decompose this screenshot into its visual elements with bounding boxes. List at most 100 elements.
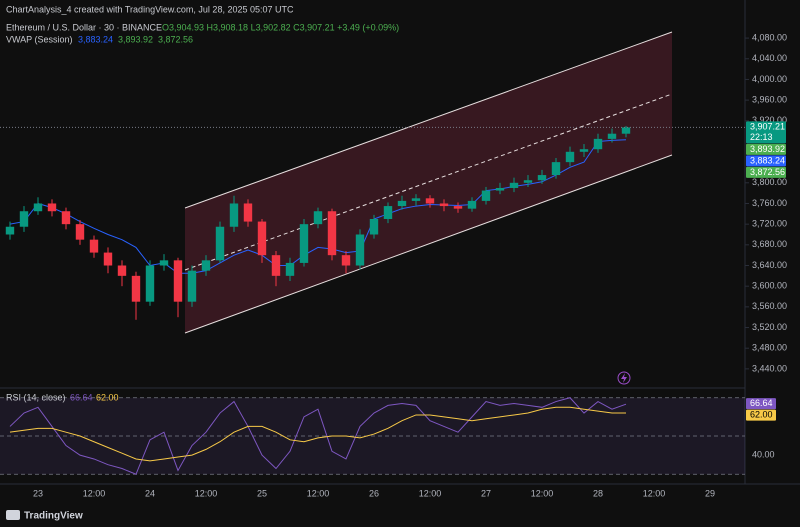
candle-body	[299, 224, 309, 263]
plot	[0, 125, 745, 475]
vwap-upper-value: 3,893.92	[118, 34, 153, 44]
rsi-label-box	[746, 409, 776, 421]
candle-body	[257, 221, 267, 256]
x-tick-label: 25	[257, 488, 267, 498]
rsi-label: 62.00	[750, 410, 773, 420]
brand: TradingView	[24, 511, 83, 522]
x-tick-label: 12:00	[83, 488, 106, 498]
x-tick-label: 23	[33, 488, 43, 498]
candle-body	[271, 255, 281, 276]
y-tick-label: 3,760.00	[752, 198, 787, 208]
candle-body	[47, 203, 57, 212]
price-label-box	[746, 155, 786, 167]
ohlc-legend: O3,904.93 H3,908.18 L3,902.82 C3,907.21 …	[162, 22, 399, 32]
x-tick-label: 12:00	[531, 488, 554, 498]
candle-body	[509, 182, 519, 188]
candle-body	[19, 211, 29, 227]
price-label-box	[746, 143, 786, 155]
brand-logo	[6, 510, 20, 520]
candle-body	[467, 200, 477, 209]
price-label: 3,883.24	[750, 155, 785, 165]
watermark: ChartAnalysis_4 created with TradingView…	[6, 4, 294, 14]
y-tick-label: 4,000.00	[752, 74, 787, 84]
rsi-line	[9, 397, 627, 475]
y-tick-label: 4,040.00	[752, 53, 787, 63]
x-tick-label: 28	[593, 488, 603, 498]
candle-body	[327, 211, 337, 256]
y-tick-label: 3,480.00	[752, 343, 787, 353]
candle-body	[453, 206, 463, 209]
x-tick-label: 24	[145, 488, 155, 498]
price-label: 3,907.21	[750, 121, 785, 131]
candle-body	[383, 206, 393, 219]
candle-body	[411, 198, 421, 201]
candle-body	[5, 226, 15, 235]
price-label-box	[746, 166, 786, 178]
candle-body	[523, 180, 533, 183]
candle-body	[621, 127, 631, 134]
candle-body	[173, 260, 183, 302]
x-tick-label: 12:00	[195, 488, 218, 498]
candle-body	[103, 252, 113, 266]
candle-body	[229, 203, 239, 227]
candle-body	[607, 133, 617, 139]
vwap-lower-value: 3,872.56	[158, 34, 193, 44]
candle-body	[33, 203, 43, 212]
y-tick-label: 3,960.00	[752, 94, 787, 104]
candle-body	[201, 260, 211, 271]
y-tick-label: 3,640.00	[752, 260, 787, 270]
price-label: 3,872.56	[750, 167, 785, 177]
candle-body	[285, 262, 295, 276]
candle-body	[313, 211, 323, 225]
x-tick-label: 29	[705, 488, 715, 498]
candle-body	[117, 265, 127, 276]
x-tick-label: 12:00	[419, 488, 442, 498]
vwap-line	[9, 139, 627, 274]
vwap-value: 3,883.24	[78, 34, 113, 44]
candle-body	[565, 151, 575, 163]
candle-body	[369, 218, 379, 235]
alert-icon[interactable]	[617, 371, 631, 385]
y-tick-label: 3,680.00	[752, 239, 787, 249]
symbol-title: Ethereum / U.S. Dollar · 30 · BINANCE	[6, 22, 162, 32]
y-tick-label: 3,600.00	[752, 281, 787, 291]
price-label: 3,893.92	[750, 144, 785, 154]
candle-body	[481, 190, 491, 201]
y-tick-label: 3,440.00	[752, 363, 787, 373]
rsi-label-box	[746, 398, 776, 410]
y-tick-label: 3,720.00	[752, 219, 787, 229]
candle-body	[243, 203, 253, 222]
candle-body	[159, 260, 169, 266]
candle-body	[341, 255, 351, 266]
y-tick-label: 3,800.00	[752, 177, 787, 187]
rsi-value: 66.64	[70, 392, 93, 402]
candle-body	[145, 265, 155, 302]
channel-lower	[184, 154, 673, 334]
candle-body	[439, 203, 449, 207]
candle-body	[537, 175, 547, 181]
x-tick-label: 12:00	[307, 488, 330, 498]
vwap-legend: VWAP (Session)	[6, 34, 73, 44]
candle-body	[75, 224, 85, 240]
candle-body	[425, 198, 435, 204]
candle-body	[187, 270, 197, 302]
y-tick-label: 4,080.00	[752, 32, 787, 42]
candle-body	[579, 149, 589, 152]
alert-bolt	[621, 373, 627, 383]
x-tick-label: 27	[481, 488, 491, 498]
x-tick-label: 26	[369, 488, 379, 498]
price-label-box	[746, 121, 786, 144]
channel-upper	[184, 31, 673, 209]
candle-body	[593, 138, 603, 150]
rsi-label: 66.64	[750, 398, 773, 408]
candle-body	[495, 187, 505, 191]
countdown: 22:13	[750, 132, 773, 142]
candle-body	[551, 162, 561, 176]
candle-body	[89, 239, 99, 253]
rsi-line	[9, 406, 626, 462]
rsi-ma-value: 62.00	[96, 392, 119, 402]
candle-body	[355, 234, 365, 266]
candle-body	[397, 200, 407, 207]
